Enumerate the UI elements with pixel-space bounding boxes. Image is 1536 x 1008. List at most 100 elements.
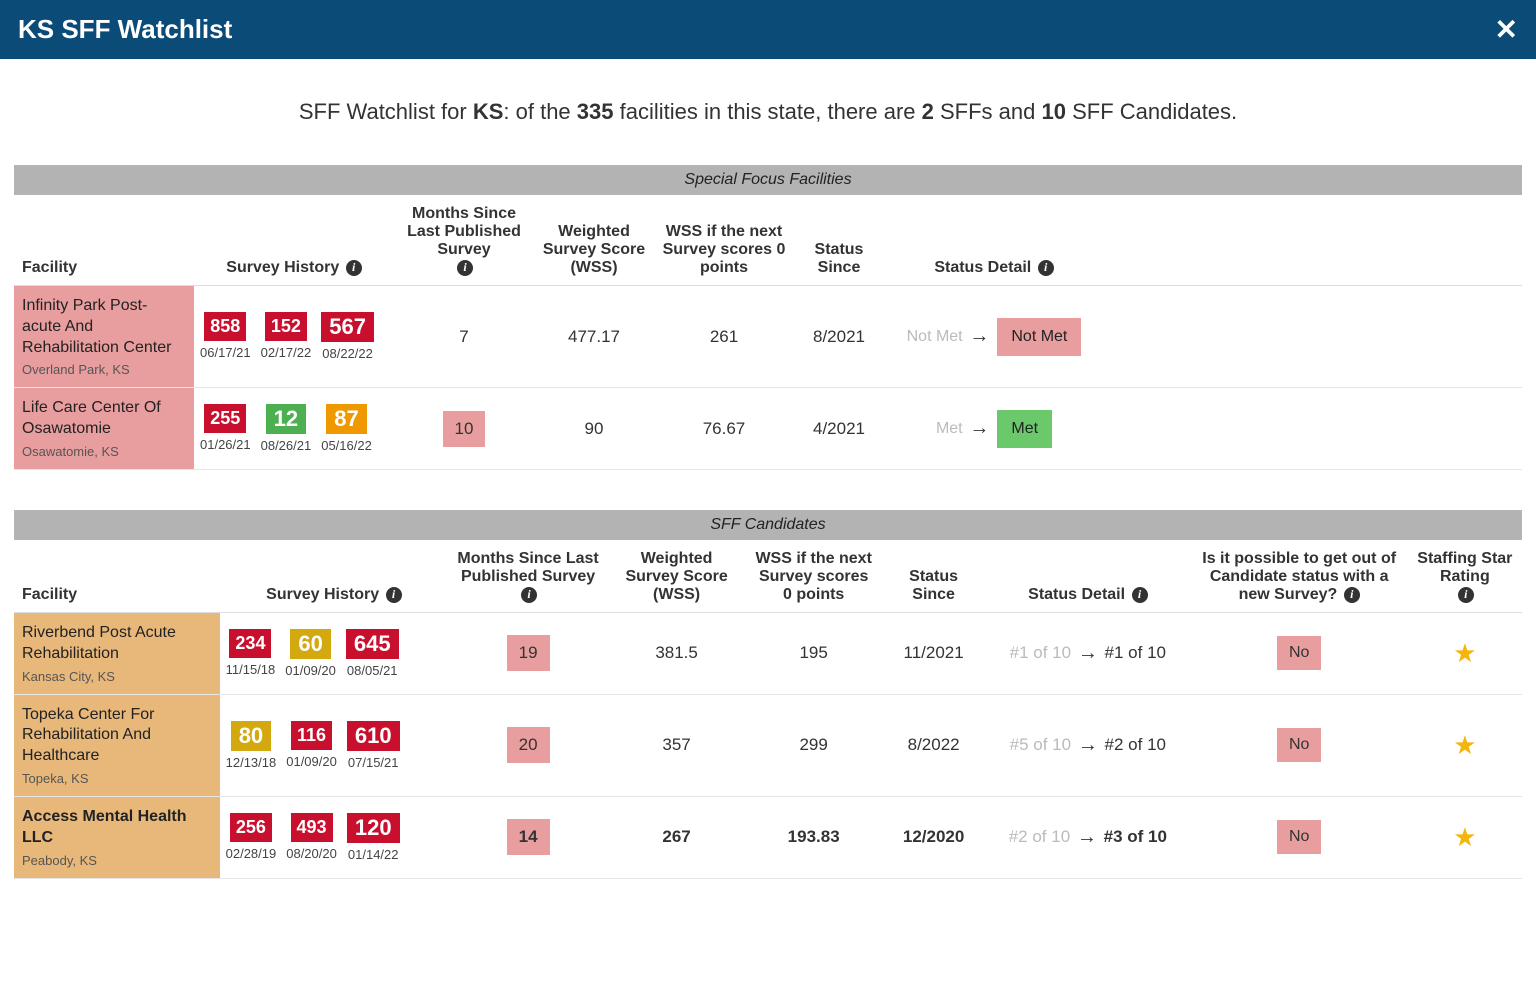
survey-item[interactable]: 152 02/17/22	[261, 312, 312, 360]
rank-prev: #1 of 10	[1010, 643, 1071, 662]
facility-location: Peabody, KS	[22, 853, 212, 868]
survey-item[interactable]: 1208/26/21	[261, 404, 312, 453]
col-months-since: Months Since Last Published Survey i	[448, 540, 608, 613]
facility-cell[interactable]: Access Mental Health LLC Peabody, KS	[14, 796, 220, 878]
wss-next-value: 195	[745, 612, 882, 694]
months-since: 20	[448, 694, 608, 796]
status-badge: Met	[997, 410, 1052, 448]
facility-cell[interactable]: Topeka Center For Rehabilitation And Hea…	[14, 694, 220, 796]
survey-history: 25602/28/19 493 08/20/20 12001/14/22	[226, 813, 442, 862]
close-icon[interactable]: ✕	[1495, 16, 1518, 44]
arrow-icon: →	[1077, 826, 1097, 848]
survey-date: 05/16/22	[321, 438, 372, 453]
status-prev: Not Met	[907, 328, 963, 345]
rank-detail: #5 of 10 → #2 of 10	[985, 694, 1191, 796]
facility-cell[interactable]: Life Care Center Of OsawatomieOsawatomie…	[14, 388, 194, 470]
facility-name: Topeka Center For Rehabilitation And Hea…	[22, 705, 212, 767]
rank-curr: #3 of 10	[1099, 827, 1167, 846]
table-row: Riverbend Post Acute Rehabilitation Kansa…	[14, 612, 1522, 694]
survey-item[interactable]: 87 05/16/22	[321, 404, 372, 453]
get-out: No	[1191, 612, 1408, 694]
survey-score: 12	[266, 404, 306, 434]
col-status-detail: Status Detail i	[985, 540, 1191, 613]
facility-name: Infinity Park Post-acute And Rehabilitat…	[22, 296, 186, 358]
survey-item[interactable]: 64508/05/21	[346, 629, 399, 678]
arrow-icon: →	[1078, 734, 1098, 756]
survey-date: 02/17/22	[261, 345, 312, 360]
info-icon[interactable]: i	[386, 587, 402, 603]
survey-date: 08/20/20	[286, 846, 337, 861]
survey-score: 493	[291, 813, 333, 842]
survey-date: 07/15/21	[348, 755, 399, 770]
survey-score: 87	[326, 404, 366, 434]
content: Special Focus Facilities Facility Survey…	[0, 165, 1536, 879]
survey-item[interactable]: 11601/09/20	[286, 721, 337, 769]
sff-table: Facility Survey History i Months Since L…	[14, 195, 1522, 470]
status-since: 11/2021	[882, 612, 985, 694]
survey-score: 567	[321, 312, 374, 342]
survey-score: 255	[204, 404, 246, 433]
survey-item[interactable]: 493 08/20/20	[286, 813, 337, 861]
arrow-icon: →	[969, 417, 989, 439]
survey-item[interactable]: 567 08/22/22	[321, 312, 374, 361]
info-icon[interactable]: i	[1344, 587, 1360, 603]
col-wss-next: WSS if the next Survey scores 0 points	[654, 195, 794, 286]
status-since: 8/2022	[882, 694, 985, 796]
survey-history: 85806/17/21 152 02/17/22 567 08/22/22	[200, 312, 388, 361]
info-icon[interactable]: i	[346, 260, 362, 276]
facility-name: Access Mental Health LLC	[22, 807, 212, 849]
survey-item[interactable]: 85806/17/21	[200, 312, 251, 360]
survey-score: 256	[230, 813, 272, 842]
rank-detail: #2 of 10 → #3 of 10	[985, 796, 1191, 878]
col-months-since: Months Since Last Published Survey i	[394, 195, 534, 286]
months-since: 14	[448, 796, 608, 878]
wss-next-value: 261	[654, 286, 794, 388]
survey-score: 858	[204, 312, 246, 341]
col-survey-history: Survey History i	[194, 195, 394, 286]
status-since: 8/2021	[794, 286, 884, 388]
wss-value: 267	[608, 796, 745, 878]
months-since: 10	[394, 388, 534, 470]
col-status-since: Status Since	[794, 195, 884, 286]
facility-location: Kansas City, KS	[22, 669, 212, 684]
section-header-cand: SFF Candidates	[14, 510, 1522, 540]
header-bar: KS SFF Watchlist ✕	[0, 0, 1536, 59]
info-icon[interactable]: i	[1458, 587, 1474, 603]
survey-item[interactable]: 12001/14/22	[347, 813, 400, 862]
section-header-sff: Special Focus Facilities	[14, 165, 1522, 195]
survey-score: 152	[265, 312, 307, 341]
staffing-rating: ★	[1408, 694, 1522, 796]
get-out: No	[1191, 694, 1408, 796]
facility-cell[interactable]: Infinity Park Post-acute And Rehabilitat…	[14, 286, 194, 388]
info-icon[interactable]: i	[1038, 260, 1054, 276]
survey-item[interactable]: 23411/15/18	[226, 629, 276, 677]
col-wss-next: WSS if the next Survey scores 0 points	[745, 540, 882, 613]
page-title: KS SFF Watchlist	[18, 14, 232, 45]
info-icon[interactable]: i	[521, 587, 537, 603]
survey-item[interactable]: 61007/15/21	[347, 721, 400, 770]
status-prev: Met	[936, 420, 963, 437]
col-wss: Weighted Survey Score (WSS)	[608, 540, 745, 613]
rank-curr: #2 of 10	[1100, 735, 1166, 754]
col-get-out: Is it possible to get out of Candidate s…	[1191, 540, 1408, 613]
survey-item[interactable]: 25501/26/21	[200, 404, 251, 452]
facility-location: Osawatomie, KS	[22, 444, 186, 459]
survey-item[interactable]: 8012/13/18	[226, 721, 277, 770]
get-out: No	[1191, 796, 1408, 878]
col-status-detail: Status Detail i	[884, 195, 1104, 286]
info-icon[interactable]: i	[457, 260, 473, 276]
survey-item[interactable]: 6001/09/20	[285, 629, 336, 678]
status-detail: Not Met →Not Met	[884, 286, 1104, 388]
survey-score: 116	[291, 721, 332, 750]
months-since: 7	[394, 286, 534, 388]
cand-table: Facility Survey History i Months Since L…	[14, 540, 1522, 879]
info-icon[interactable]: i	[1132, 587, 1148, 603]
facility-name: Riverbend Post Acute Rehabilitation	[22, 623, 212, 665]
survey-score: 645	[346, 629, 399, 659]
survey-history: 23411/15/186001/09/2064508/05/21	[226, 629, 442, 678]
survey-date: 11/15/18	[226, 662, 276, 677]
survey-item[interactable]: 25602/28/19	[226, 813, 277, 861]
facility-cell[interactable]: Riverbend Post Acute Rehabilitation Kansa…	[14, 612, 220, 694]
survey-date: 08/22/22	[322, 346, 373, 361]
table-row: Life Care Center Of OsawatomieOsawatomie…	[14, 388, 1522, 470]
